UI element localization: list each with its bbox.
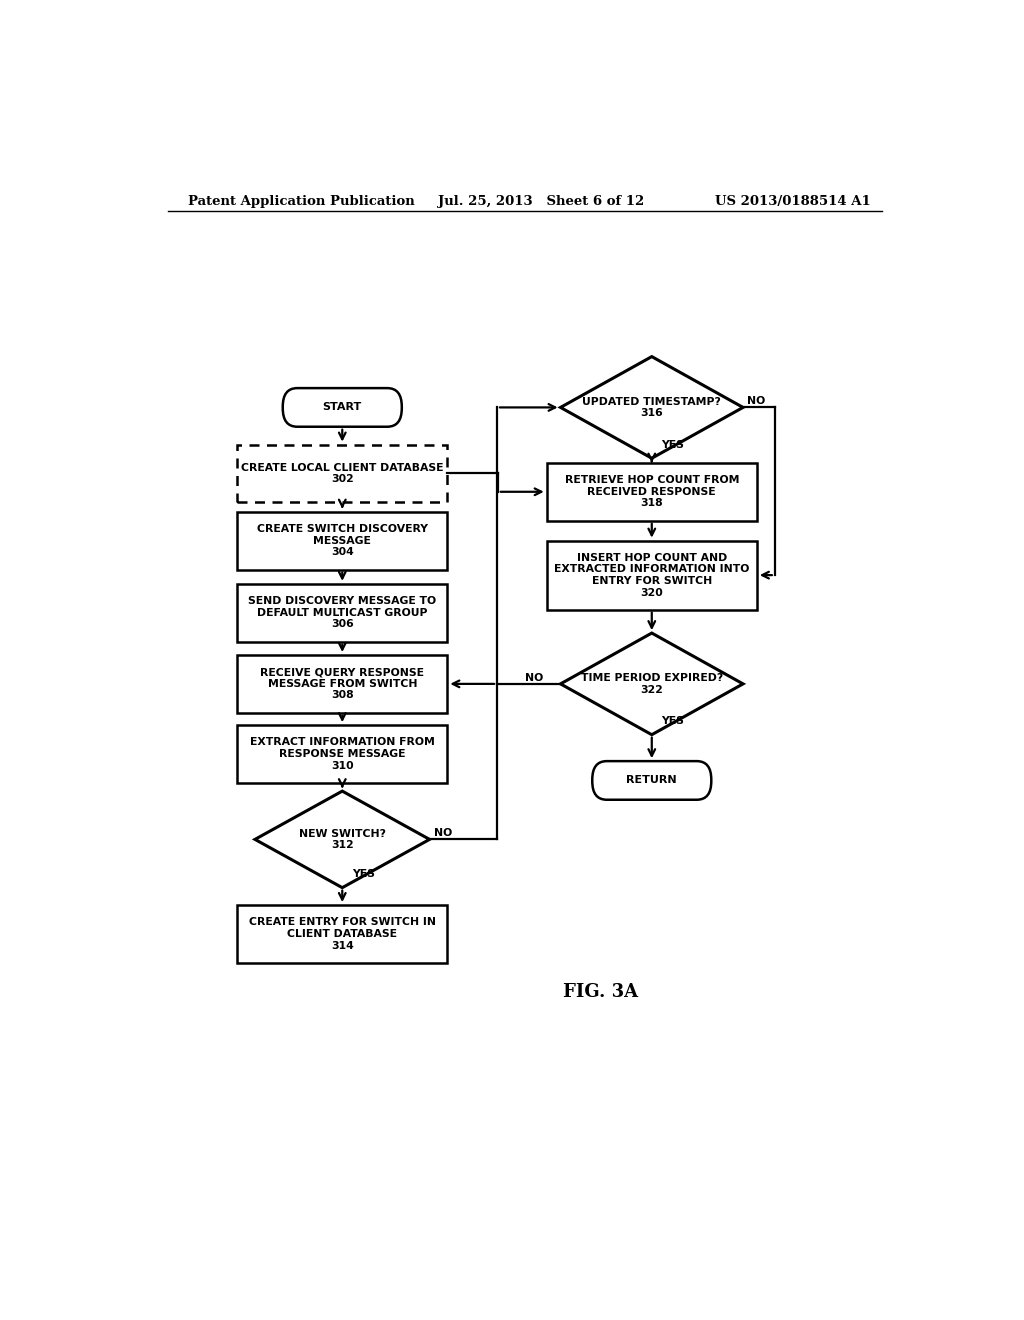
Text: Patent Application Publication: Patent Application Publication — [187, 194, 415, 207]
Text: NEW SWITCH?
312: NEW SWITCH? 312 — [299, 829, 386, 850]
Text: CREATE SWITCH DISCOVERY
MESSAGE
304: CREATE SWITCH DISCOVERY MESSAGE 304 — [257, 524, 428, 557]
Text: NO: NO — [748, 396, 765, 407]
Text: YES: YES — [662, 440, 684, 450]
Bar — [238, 445, 447, 503]
Bar — [238, 583, 447, 642]
Text: EXTRACT INFORMATION FROM
RESPONSE MESSAGE
310: EXTRACT INFORMATION FROM RESPONSE MESSAG… — [250, 738, 435, 771]
Bar — [238, 512, 447, 569]
Bar — [238, 906, 447, 962]
Text: US 2013/0188514 A1: US 2013/0188514 A1 — [715, 194, 871, 207]
Text: FIG. 3A: FIG. 3A — [562, 983, 638, 1001]
Text: YES: YES — [662, 717, 684, 726]
Text: CREATE ENTRY FOR SWITCH IN
CLIENT DATABASE
314: CREATE ENTRY FOR SWITCH IN CLIENT DATABA… — [249, 917, 436, 950]
Text: CREATE LOCAL CLIENT DATABASE
302: CREATE LOCAL CLIENT DATABASE 302 — [241, 463, 443, 484]
Bar — [547, 463, 757, 521]
Text: RECEIVE QUERY RESPONSE
MESSAGE FROM SWITCH
308: RECEIVE QUERY RESPONSE MESSAGE FROM SWIT… — [260, 668, 424, 701]
Text: INSERT HOP COUNT AND
EXTRACTED INFORMATION INTO
ENTRY FOR SWITCH
320: INSERT HOP COUNT AND EXTRACTED INFORMATI… — [554, 553, 750, 598]
Text: YES: YES — [352, 870, 375, 879]
Bar — [238, 655, 447, 713]
Text: NO: NO — [524, 673, 543, 682]
Text: NO: NO — [433, 828, 452, 838]
Text: TIME PERIOD EXPIRED?
322: TIME PERIOD EXPIRED? 322 — [581, 673, 723, 694]
Text: RETRIEVE HOP COUNT FROM
RECEIVED RESPONSE
318: RETRIEVE HOP COUNT FROM RECEIVED RESPONS… — [564, 475, 739, 508]
Bar — [547, 541, 757, 610]
Text: SEND DISCOVERY MESSAGE TO
DEFAULT MULTICAST GROUP
306: SEND DISCOVERY MESSAGE TO DEFAULT MULTIC… — [248, 597, 436, 630]
Bar — [238, 725, 447, 783]
Text: Jul. 25, 2013   Sheet 6 of 12: Jul. 25, 2013 Sheet 6 of 12 — [437, 194, 644, 207]
Text: UPDATED TIMESTAMP?
316: UPDATED TIMESTAMP? 316 — [583, 396, 721, 418]
Text: RETURN: RETURN — [627, 775, 677, 785]
Text: START: START — [323, 403, 361, 412]
